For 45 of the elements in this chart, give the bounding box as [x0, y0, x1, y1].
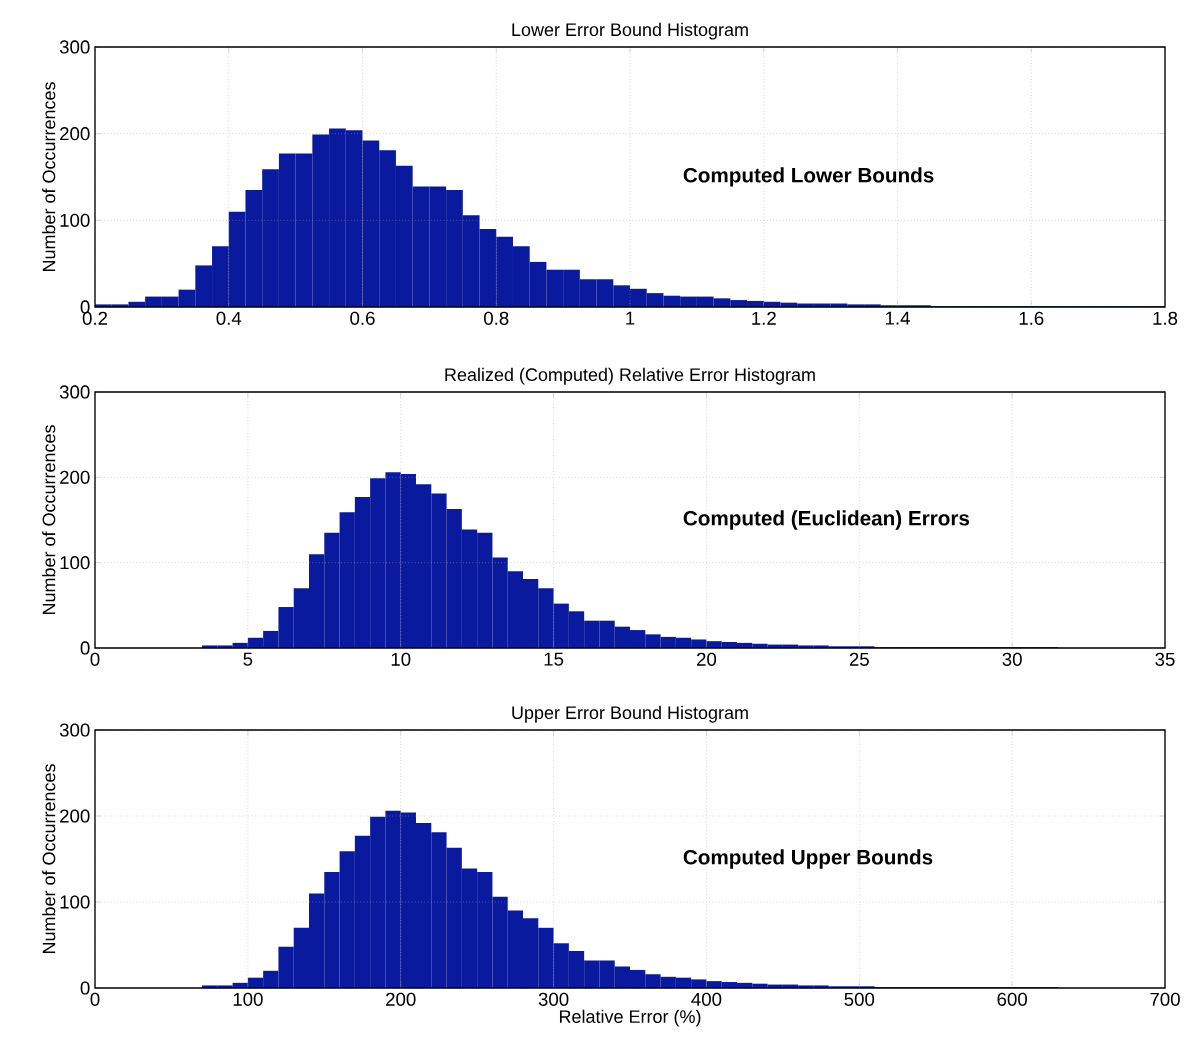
y-tick-label: 300 — [59, 385, 90, 399]
x-tick-label: 10 — [391, 652, 411, 666]
x-tick-label: 20 — [697, 652, 717, 666]
chart-title: Upper Error Bound Histogram — [512, 705, 748, 723]
chart-title: Lower Error Bound Histogram — [512, 22, 748, 40]
y-tick-label: 100 — [60, 213, 90, 227]
x-tick-label: 25 — [849, 652, 869, 666]
y-tick-label: 100 — [60, 895, 90, 909]
x-tick-label: 0.6 — [350, 311, 375, 325]
x-tick-label: 0.8 — [484, 311, 509, 325]
y-tick-label: 0 — [80, 641, 90, 655]
y-tick-label: 0 — [80, 981, 90, 995]
y-tick-label: 200 — [60, 809, 90, 823]
x-tick-label: 100 — [233, 992, 263, 1006]
y-tick-label: 100 — [60, 556, 90, 570]
x-tick-label: 600 — [997, 992, 1027, 1006]
x-tick-label: 15 — [544, 652, 564, 666]
x-tick-label: 0 — [90, 652, 100, 666]
chart-title: Realized (Computed) Relative Error Histogram — [445, 367, 815, 385]
x-tick-label: 400 — [691, 992, 722, 1006]
x-tick-label: 30 — [1002, 652, 1022, 666]
annotation: Computed Lower Bounds — [683, 167, 934, 187]
y-axis-title: Number of Occurrences — [42, 764, 56, 954]
x-axis-title: Relative Error (%) — [559, 1009, 701, 1027]
x-tick-label: 0.4 — [216, 311, 242, 325]
annotation: Computed (Euclidean) Errors — [683, 510, 970, 530]
annotation: Computed Upper Bounds — [683, 849, 933, 869]
y-axis-title: Number of Occurrences — [42, 82, 56, 272]
x-tick-label: 1 — [626, 311, 635, 325]
x-tick-label: 1.4 — [885, 311, 910, 325]
x-tick-label: 500 — [844, 992, 875, 1006]
x-tick-label: 300 — [538, 992, 569, 1006]
y-tick-label: 200 — [60, 127, 90, 141]
x-tick-label: 700 — [1150, 992, 1180, 1006]
x-tick-label: 35 — [1155, 652, 1175, 666]
y-tick-label: 300 — [59, 723, 90, 737]
x-tick-label: 1.2 — [752, 311, 776, 325]
y-tick-label: 200 — [60, 470, 90, 484]
x-tick-label: 0 — [90, 992, 100, 1006]
x-tick-label: 1.6 — [1019, 311, 1044, 325]
y-tick-label: 300 — [59, 40, 90, 54]
x-tick-label: 5 — [243, 652, 253, 666]
x-tick-label: 200 — [386, 992, 416, 1006]
x-tick-label: 1.8 — [1153, 311, 1178, 325]
y-axis-title: Number of Occurrences — [42, 425, 56, 615]
